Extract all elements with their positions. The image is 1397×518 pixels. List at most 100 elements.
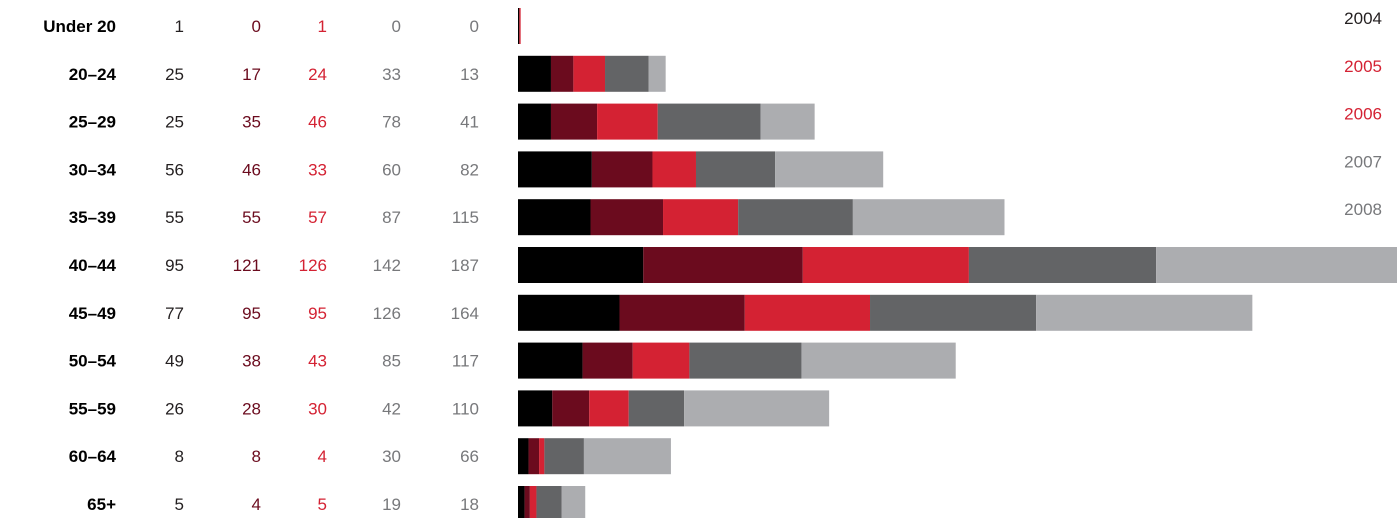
data-label: 5 xyxy=(318,495,327,514)
data-label: 19 xyxy=(382,495,401,514)
row-label: 55–59 xyxy=(69,399,116,418)
row-label: 50–54 xyxy=(69,352,117,371)
data-label: 46 xyxy=(242,160,261,179)
data-label: 8 xyxy=(175,447,184,466)
data-label: 1 xyxy=(175,17,184,36)
bar-segment xyxy=(628,390,685,427)
bar-segment xyxy=(657,103,761,140)
bar-segment xyxy=(738,199,853,236)
bar-segment xyxy=(536,486,562,518)
bar-segment xyxy=(801,342,956,379)
data-label: 30 xyxy=(382,447,401,466)
bar-segment xyxy=(518,151,592,188)
data-label: 33 xyxy=(382,65,401,84)
bar-segment xyxy=(518,294,620,331)
bar-segment xyxy=(870,294,1037,331)
row-labels-layer: Under 20 20–24 25–29 30–34 35–39 40–44 45–49 50… xyxy=(43,17,116,514)
legend-entry: 2007 xyxy=(1344,152,1382,171)
legend-entry: 2005 xyxy=(1344,57,1382,76)
legend-entry: 2008 xyxy=(1344,200,1382,219)
data-label: 13 xyxy=(460,65,479,84)
bar-segment xyxy=(852,199,1005,236)
bar-segment xyxy=(591,151,653,188)
data-label: 0 xyxy=(470,17,479,36)
data-label: 35 xyxy=(242,113,261,132)
bar-segment xyxy=(552,390,590,427)
row-label: 20–24 xyxy=(69,65,117,84)
data-label: 60 xyxy=(382,160,401,179)
bar-segment xyxy=(519,8,521,44)
row-label: 40–44 xyxy=(69,256,117,275)
data-label: 49 xyxy=(165,352,184,371)
data-label: 77 xyxy=(165,304,184,323)
legend-entry: 2004 xyxy=(1344,9,1382,28)
data-label: 126 xyxy=(373,304,401,323)
data-label: 95 xyxy=(308,304,327,323)
data-label: 82 xyxy=(460,160,479,179)
bars-layer xyxy=(518,8,1397,518)
data-label: 46 xyxy=(308,113,327,132)
data-label: 43 xyxy=(308,352,327,371)
data-label: 126 xyxy=(299,256,327,275)
bar-segment xyxy=(590,199,664,236)
data-label: 87 xyxy=(382,208,401,227)
row-label: 25–29 xyxy=(69,113,116,132)
bar-segment xyxy=(544,438,584,475)
bar-segment xyxy=(583,438,671,475)
bar-segment xyxy=(561,486,586,518)
bar-segment xyxy=(663,199,739,236)
data-label: 25 xyxy=(165,113,184,132)
data-label: 78 xyxy=(382,113,401,132)
bar-segment xyxy=(573,55,606,92)
row-label: 65+ xyxy=(87,495,116,514)
legend-entry: 2006 xyxy=(1344,105,1382,124)
data-label: 142 xyxy=(373,256,401,275)
bar-segment xyxy=(589,390,629,427)
bar-segment xyxy=(802,247,969,283)
data-label: 57 xyxy=(308,208,327,227)
bar-segment xyxy=(689,342,802,379)
bar-segment xyxy=(518,103,551,140)
bar-segment xyxy=(518,247,644,283)
bar-segment xyxy=(760,103,815,140)
bar-segment xyxy=(518,438,529,475)
data-label: 24 xyxy=(308,65,327,84)
data-label: 187 xyxy=(451,256,479,275)
bar-segment xyxy=(524,486,530,518)
row-label: 60–64 xyxy=(69,447,117,466)
data-label: 1 xyxy=(318,17,327,36)
bar-segment xyxy=(518,8,520,44)
data-label: 4 xyxy=(318,447,327,466)
bar-segment xyxy=(597,103,658,140)
bar-segment xyxy=(518,55,551,92)
bar-segment xyxy=(1036,294,1253,331)
data-label: 95 xyxy=(242,304,261,323)
row-label: Under 20 xyxy=(43,17,116,36)
data-label: 17 xyxy=(242,65,261,84)
bar-segment xyxy=(684,390,830,427)
data-label: 26 xyxy=(165,399,184,418)
data-label: 164 xyxy=(451,304,479,323)
data-label: 41 xyxy=(460,113,479,132)
bar-segment xyxy=(775,151,884,188)
data-label: 38 xyxy=(242,352,261,371)
bar-segment xyxy=(619,294,745,331)
data-label: 56 xyxy=(165,160,184,179)
row-label: 30–34 xyxy=(69,160,117,179)
data-label: 42 xyxy=(382,399,401,418)
data-label: 33 xyxy=(308,160,327,179)
bar-segment xyxy=(539,438,545,475)
data-label: 30 xyxy=(308,399,327,418)
data-label: 25 xyxy=(165,65,184,84)
bar-segment xyxy=(529,486,537,518)
data-label: 0 xyxy=(252,17,261,36)
data-label: 5 xyxy=(175,495,184,514)
bar-segment xyxy=(632,342,690,379)
bar-segment xyxy=(518,342,583,379)
data-label: 0 xyxy=(392,17,401,36)
bar-segment xyxy=(528,438,540,475)
data-label: 115 xyxy=(452,208,479,227)
data-label: 18 xyxy=(460,495,479,514)
bar-segment xyxy=(518,199,591,236)
